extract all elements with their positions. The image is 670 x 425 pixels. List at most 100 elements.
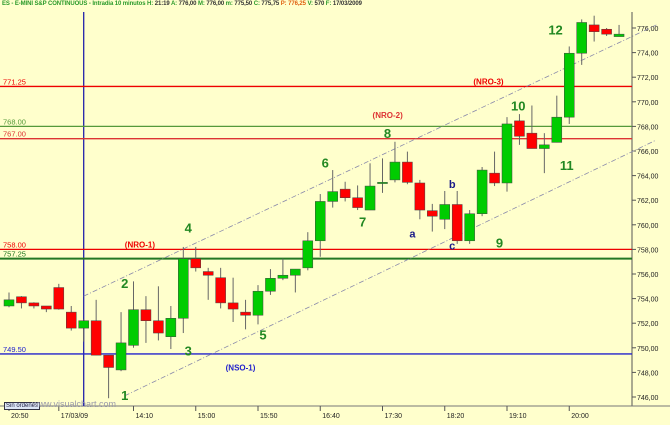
- candle: [227, 277, 239, 322]
- wave-label: 3: [185, 343, 192, 358]
- level-price-label: 749.50: [3, 345, 26, 354]
- quote-field-key: A:: [169, 1, 179, 7]
- quote-field-value: 776,25: [288, 1, 306, 7]
- candle: [414, 179, 426, 220]
- candle-body: [439, 204, 450, 220]
- candle: [489, 151, 500, 187]
- y-tick-label: 752,00: [637, 321, 659, 328]
- x-tick-label: 15:50: [260, 413, 278, 420]
- candle-body: [66, 311, 77, 329]
- candle: [153, 286, 164, 341]
- candle-body: [588, 24, 600, 32]
- quote-field-value: 17/03/2009: [332, 1, 362, 7]
- candle: [601, 28, 612, 36]
- quote-field-value: 776,00: [206, 1, 225, 7]
- candle-body: [327, 191, 338, 202]
- candle: [128, 281, 139, 348]
- candle-body: [28, 302, 40, 307]
- candle: [290, 268, 301, 293]
- candle: [202, 267, 214, 300]
- candle: [402, 151, 413, 185]
- candle-body: [53, 287, 65, 310]
- candle-body: [41, 305, 52, 310]
- candle: [613, 24, 625, 37]
- candle: [140, 296, 152, 343]
- candle: [277, 258, 289, 281]
- y-tick-label: 754,00: [637, 297, 659, 304]
- x-tick-label: 17:30: [385, 413, 403, 420]
- candle: [240, 299, 251, 330]
- y-tick-label: 764,00: [637, 174, 659, 181]
- candle-body: [514, 120, 525, 137]
- quote-fields: H: 21:19 A: 776,00 M: 776,00 m: 775,50 C…: [147, 1, 362, 7]
- quote-field-key: C:: [252, 1, 262, 7]
- candle-body: [464, 213, 475, 242]
- candle-body: [128, 309, 139, 346]
- level-price-label: 767.00: [3, 130, 26, 139]
- candle: [339, 181, 351, 202]
- quote-field-value: 21:19: [154, 1, 170, 7]
- candle: [3, 292, 15, 308]
- candle-body: [526, 132, 538, 149]
- x-tick-label: 20:50: [11, 413, 29, 420]
- y-tick-label: 774,00: [637, 51, 659, 58]
- candle-body: [489, 172, 500, 184]
- candle-body: [103, 354, 114, 368]
- candle: [315, 194, 326, 257]
- candle: [377, 158, 388, 193]
- x-tick-label: 15:00: [198, 413, 216, 420]
- candle: [78, 319, 89, 342]
- candle-body: [389, 161, 401, 181]
- candle: [252, 285, 264, 325]
- candle: [439, 190, 450, 230]
- candle: [90, 299, 102, 356]
- candle-body: [476, 169, 488, 214]
- y-tick-label: 776,00: [637, 26, 659, 33]
- candle-body: [414, 182, 426, 211]
- x-tick-label: 14:10: [136, 413, 154, 420]
- orders-button[interactable]: Sin órdenes: [4, 402, 41, 410]
- wave-label: 7: [359, 214, 366, 229]
- candle-body: [551, 116, 563, 143]
- quote-field-key: P:: [279, 1, 289, 7]
- symbol-title: ES - E-MINI S&P CONTINUOUS - Intradia 10…: [2, 1, 146, 7]
- candle-body: [315, 201, 326, 242]
- candle: [103, 354, 114, 399]
- wave-label: b: [449, 179, 456, 191]
- quote-field-value: 776,00: [178, 1, 197, 7]
- candle: [302, 232, 314, 271]
- level-tag: (NSO-1): [226, 363, 256, 372]
- chart-header: ES - E-MINI S&P CONTINUOUS - Intradia 10…: [2, 1, 362, 7]
- x-tick-label: 20:00: [571, 413, 589, 420]
- candle-body: [339, 188, 351, 198]
- candle-body: [227, 302, 239, 310]
- level-price-label: 758.00: [3, 240, 26, 249]
- wave-label: 6: [322, 155, 329, 170]
- quote-field-value: 570: [314, 1, 325, 7]
- candle-body: [364, 185, 376, 211]
- candle-body: [352, 197, 363, 208]
- candle-body: [16, 296, 27, 304]
- candle: [41, 305, 52, 313]
- level-price-label: 768.00: [3, 117, 26, 126]
- candle-body: [115, 342, 127, 371]
- y-tick-label: 748,00: [637, 370, 659, 377]
- candle-body: [153, 320, 164, 334]
- watermark: www.visualchart.com: [32, 399, 117, 409]
- candle: [576, 19, 587, 65]
- y-tick-label: 772,00: [637, 75, 659, 82]
- y-tick-label: 750,00: [637, 346, 659, 353]
- candle-body: [78, 320, 89, 329]
- candle: [526, 105, 538, 149]
- candle-body: [302, 240, 314, 269]
- candle-body: [190, 258, 201, 269]
- candle-body: [3, 299, 15, 307]
- y-tick-label: 746,00: [637, 395, 659, 402]
- wave-label: 8: [384, 126, 391, 141]
- y-tick-label: 756,00: [637, 272, 659, 279]
- candle-body: [240, 311, 251, 316]
- candle: [178, 246, 189, 334]
- candle: [564, 46, 575, 124]
- candle-body: [165, 318, 177, 337]
